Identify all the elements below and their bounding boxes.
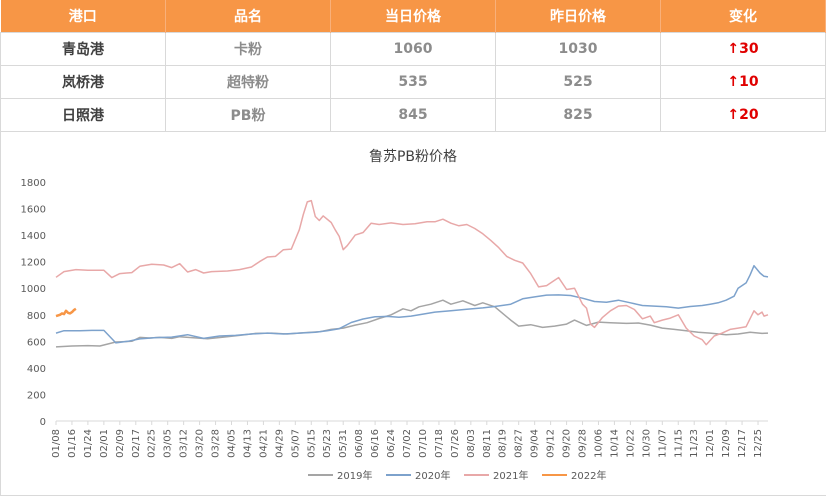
- x-tick-label: 10/14: [609, 429, 620, 458]
- series-line-2021年: [55, 199, 769, 346]
- x-tick-label: 04/21: [258, 429, 269, 458]
- x-tick-label: 08/27: [514, 429, 525, 458]
- y-tick-label: 1400: [21, 231, 46, 242]
- table-row: 日照港 PB粉 845 825 ↑20: [0, 98, 826, 132]
- x-tick-label: 04/05: [227, 429, 238, 458]
- change-cell: ↑30: [660, 32, 826, 66]
- price-table: 港口 品名 当日价格 昨日价格 变化 青岛港 卡粉 1060 1030 ↑30 …: [0, 0, 826, 132]
- today-price-cell: 1060: [330, 32, 496, 66]
- x-tick-label: 06/16: [370, 429, 381, 458]
- product-cell: PB粉: [165, 98, 331, 132]
- x-tick-label: 02/09: [115, 429, 126, 458]
- yesterday-price-cell: 825: [495, 98, 661, 132]
- x-tick-label: 07/18: [434, 429, 445, 458]
- x-tick-label: 07/10: [418, 429, 429, 458]
- legend-label: 2019年: [337, 469, 372, 482]
- y-tick-label: 1200: [21, 258, 46, 269]
- x-axis: 01/08 01/16 01/24 02/01 02/09 02/17 02/25 03/05…: [51, 420, 768, 458]
- x-tick-label: 07/26: [450, 429, 461, 458]
- x-tick-label: 10/30: [641, 429, 652, 458]
- y-tick-label: 1800: [21, 178, 46, 189]
- port-cell: 青岛港: [0, 32, 166, 66]
- x-tick-label: 09/04: [530, 429, 541, 458]
- header-port: 港口: [0, 0, 166, 33]
- legend-label: 2022年: [571, 469, 606, 482]
- x-tick-label: 01/08: [51, 429, 62, 458]
- x-tick-label: 11/07: [657, 429, 668, 458]
- table-row: 岚桥港 超特粉 535 525 ↑10: [0, 65, 826, 99]
- x-tick-label: 09/12: [546, 429, 557, 458]
- y-tick-label: 1600: [21, 205, 46, 216]
- x-tick-label: 06/24: [386, 429, 397, 458]
- yesterday-price-cell: 1030: [495, 32, 661, 66]
- x-tick-label: 12/09: [721, 429, 732, 458]
- x-tick-label: 04/29: [274, 429, 285, 458]
- yesterday-price-cell: 525: [495, 65, 661, 99]
- today-price-cell: 845: [330, 98, 496, 132]
- x-tick-label: 03/05: [163, 429, 174, 458]
- x-tick-label: 02/25: [147, 429, 158, 458]
- x-tick-label: 09/20: [562, 429, 573, 458]
- x-tick-label: 08/03: [466, 429, 477, 458]
- legend: 2019年 2020年 2021年 2022年: [308, 469, 606, 482]
- header-product: 品名: [165, 0, 331, 33]
- x-tick-label: 11/15: [673, 429, 684, 458]
- x-tick-label: 08/19: [498, 429, 509, 458]
- x-tick-label: 03/20: [195, 429, 206, 458]
- legend-label: 2020年: [415, 469, 450, 482]
- x-tick-label: 10/06: [593, 429, 604, 458]
- price-line-chart: 鲁苏PB粉价格 0 200 400 600 800 1000 1200 1400 1600 180…: [21, 149, 769, 482]
- header-today: 当日价格: [330, 0, 496, 33]
- change-cell: ↑10: [660, 65, 826, 99]
- x-tick-label: 01/16: [67, 429, 78, 458]
- x-tick-label: 09/28: [578, 429, 589, 458]
- y-axis: 0 200 400 600 800 1000 1200 1400 1600 1800: [21, 178, 46, 428]
- port-cell: 岚桥港: [0, 65, 166, 99]
- x-tick-label: 05/31: [338, 429, 349, 458]
- y-tick-label: 200: [27, 390, 46, 401]
- product-cell: 超特粉: [165, 65, 331, 99]
- x-tick-label: 04/13: [242, 429, 253, 458]
- y-tick-label: 400: [27, 364, 46, 375]
- x-tick-label: 10/22: [625, 429, 636, 458]
- x-tick-label: 02/17: [131, 429, 142, 458]
- port-cell: 日照港: [0, 98, 166, 132]
- series-layer: [55, 199, 769, 348]
- x-tick-label: 12/17: [737, 429, 748, 458]
- y-tick-label: 600: [27, 337, 46, 348]
- x-tick-label: 01/24: [83, 429, 94, 458]
- series-line-2020年: [55, 264, 769, 344]
- table-header-row: 港口 品名 当日价格 昨日价格 变化: [0, 0, 826, 33]
- series-line-2022年: [55, 307, 77, 318]
- x-tick-label: 03/12: [179, 429, 190, 458]
- x-tick-label: 07/02: [402, 429, 413, 458]
- x-tick-label: 02/01: [99, 429, 110, 458]
- table-row: 青岛港 卡粉 1060 1030 ↑30: [0, 32, 826, 66]
- x-tick-label: 03/28: [211, 429, 222, 458]
- x-tick-label: 05/07: [290, 429, 301, 458]
- x-tick-label: 05/23: [322, 429, 333, 458]
- x-tick-label: 05/15: [306, 429, 317, 458]
- product-cell: 卡粉: [165, 32, 331, 66]
- y-tick-label: 800: [27, 311, 46, 322]
- x-tick-label: 12/25: [753, 429, 764, 458]
- today-price-cell: 535: [330, 65, 496, 99]
- header-yesterday: 昨日价格: [495, 0, 661, 33]
- legend-label: 2021年: [493, 469, 528, 482]
- x-tick-label: 11/23: [689, 429, 700, 458]
- chart-title: 鲁苏PB粉价格: [369, 149, 457, 165]
- header-change: 变化: [660, 0, 826, 33]
- series-line-2019年: [55, 299, 769, 348]
- x-tick-label: 12/01: [705, 429, 716, 458]
- x-tick-label: 06/08: [354, 429, 365, 458]
- y-tick-label: 0: [40, 417, 46, 428]
- y-tick-label: 1000: [21, 284, 46, 295]
- x-tick-label: 08/11: [482, 429, 493, 458]
- change-cell: ↑20: [660, 98, 826, 132]
